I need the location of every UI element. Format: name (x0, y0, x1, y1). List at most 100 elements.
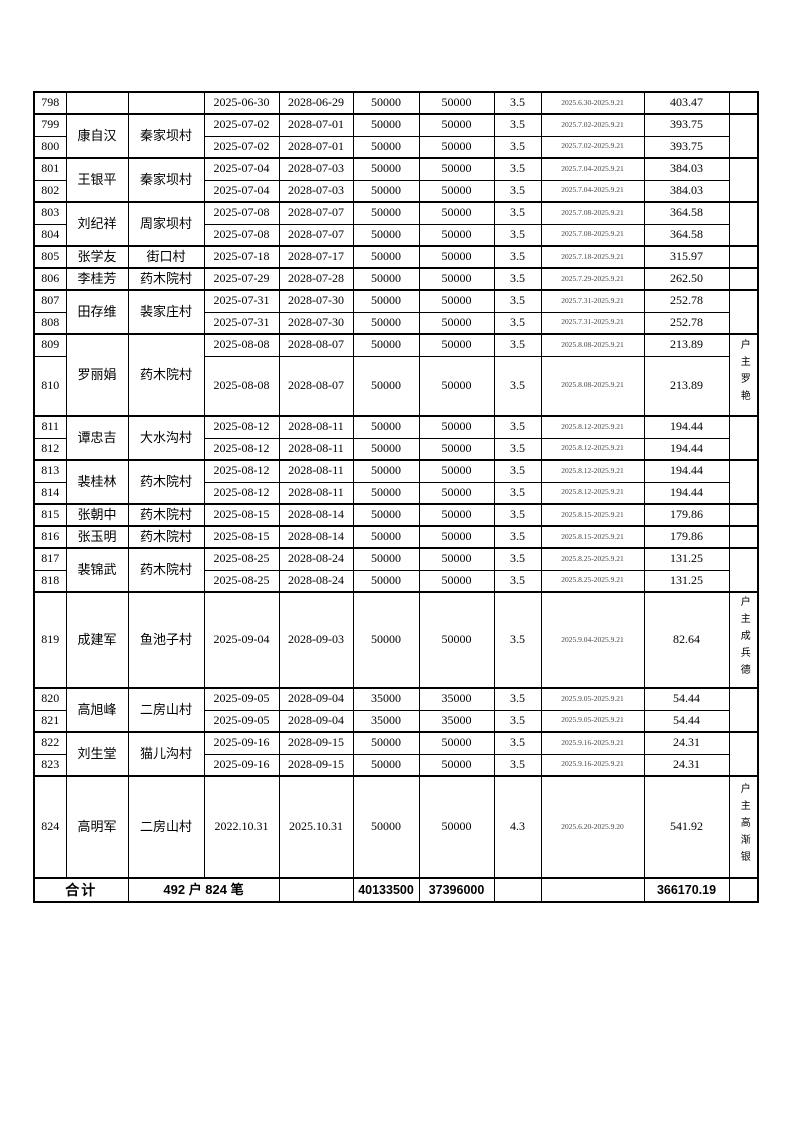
cell-interest-period: 2025.7.31-2025.9.21 (540, 311, 645, 335)
cell-note (728, 91, 759, 115)
cell-note (728, 415, 759, 461)
cell-row-number: 820 (33, 687, 67, 711)
cell-rate: 3.5 (493, 547, 542, 571)
cell-row-number: 811 (33, 415, 67, 439)
cell-end-date: 2028-07-17 (278, 245, 354, 269)
cell-rate: 3.5 (493, 415, 542, 439)
cell-rate: 3.5 (493, 709, 542, 733)
cell-village: 秦家坝村 (127, 157, 205, 203)
cell-interest-period: 2025.7.08-2025.9.21 (540, 223, 645, 247)
cell-start-date: 2025-08-08 (203, 355, 280, 417)
cell-row-number: 804 (33, 223, 67, 247)
cell-borrower-name: 裴锦武 (65, 547, 129, 593)
cell-interest-period: 2025.9.16-2025.9.21 (540, 731, 645, 755)
cell-balance: 50000 (418, 775, 495, 879)
cell-borrower-name: 刘纪祥 (65, 201, 129, 247)
total-empty-note (728, 877, 759, 903)
cell-row-number: 815 (33, 503, 67, 527)
cell-end-date: 2028-08-11 (278, 415, 354, 439)
cell-balance: 50000 (418, 459, 495, 483)
table-row: 814 2025-08-12 2028-08-11 50000 50000 3.5 2025… (33, 481, 758, 505)
table-row: 824 高明军 二房山村 2022.10.31 2025.10.31 50000 50000… (33, 775, 759, 879)
total-label: 合计 (33, 877, 129, 903)
cell-start-date: 2025-08-25 (203, 569, 280, 593)
cell-interest: 364.58 (643, 201, 730, 225)
cell-row-number: 801 (33, 157, 67, 181)
cell-village: 猫儿沟村 (127, 731, 205, 777)
cell-end-date: 2028-08-11 (278, 481, 354, 505)
cell-borrower-name: 刘生堂 (65, 731, 129, 777)
cell-rate: 3.5 (493, 481, 542, 505)
cell-interest: 194.44 (643, 415, 730, 439)
cell-interest: 262.50 (643, 267, 730, 291)
cell-row-number: 799 (33, 113, 67, 137)
cell-row-number: 817 (33, 547, 67, 571)
cell-start-date: 2025-07-31 (203, 311, 280, 335)
cell-balance: 50000 (418, 731, 495, 755)
cell-interest: 131.25 (643, 569, 730, 593)
cell-end-date: 2028-07-30 (278, 311, 354, 335)
cell-borrower-name (65, 91, 129, 115)
cell-start-date: 2025-06-30 (203, 91, 280, 115)
cell-borrower-name: 高旭峰 (65, 687, 129, 733)
table-row: 812 2025-08-12 2028-08-11 50000 50000 3.5 2025… (33, 437, 758, 461)
cell-interest-period: 2025.8.12-2025.9.21 (540, 415, 645, 439)
total-row: 合计 492 户 824 笔 40133500 37396000 366170.… (33, 877, 759, 903)
cell-village: 大水沟村 (127, 415, 205, 461)
cell-note (728, 201, 759, 247)
cell-interest-period: 2025.8.08-2025.9.21 (540, 333, 645, 357)
cell-interest-period: 2025.9.16-2025.9.21 (540, 753, 645, 777)
cell-row-number: 812 (33, 437, 67, 461)
cell-loan-amount: 50000 (352, 135, 420, 159)
cell-loan-amount: 50000 (352, 91, 420, 115)
table-row: 799 康自汉 秦家坝村 2025-07-02 2028-07-01 50000 50000… (33, 113, 759, 159)
cell-end-date: 2028-06-29 (278, 91, 354, 115)
cell-start-date: 2025-09-04 (203, 591, 280, 689)
cell-start-date: 2025-09-16 (203, 753, 280, 777)
cell-note (728, 289, 759, 335)
cell-borrower-name: 王银平 (65, 157, 129, 203)
cell-interest: 194.44 (643, 459, 730, 483)
cell-row-number: 821 (33, 709, 67, 733)
cell-balance: 35000 (418, 709, 495, 733)
cell-end-date: 2028-08-07 (278, 333, 354, 357)
cell-interest-period: 2025.6.20-2025.9.20 (540, 775, 645, 879)
cell-end-date: 2028-07-30 (278, 289, 354, 313)
cell-rate: 3.5 (493, 687, 542, 711)
cell-row-number: 808 (33, 311, 67, 335)
table-row: 820 高旭峰 二房山村 2025-09-05 2028-09-04 35000 35000… (33, 687, 759, 733)
cell-interest-period: 2025.8.12-2025.9.21 (540, 437, 645, 461)
total-count: 492 户 824 笔 (127, 877, 280, 903)
cell-row-number: 809 (33, 333, 67, 357)
table-row: 804 2025-07-08 2028-07-07 50000 50000 3.5 2025… (33, 223, 758, 247)
cell-balance: 50000 (418, 525, 495, 549)
cell-end-date: 2028-08-24 (278, 569, 354, 593)
cell-note (728, 267, 759, 291)
cell-village: 药木院村 (127, 333, 205, 417)
cell-interest: 403.47 (643, 91, 730, 115)
table-row: 821 2025-09-05 2028-09-04 35000 35000 3.5 2025… (33, 709, 758, 733)
cell-village: 药木院村 (127, 525, 205, 549)
cell-rate: 3.5 (493, 245, 542, 269)
cell-interest: 364.58 (643, 223, 730, 247)
cell-note (728, 687, 759, 733)
cell-end-date: 2028-07-03 (278, 157, 354, 181)
cell-interest-period: 2025.7.18-2025.9.21 (540, 245, 645, 269)
cell-village: 二房山村 (127, 687, 205, 733)
cell-interest: 213.89 (643, 333, 730, 357)
cell-balance: 50000 (418, 113, 495, 137)
cell-row-number: 813 (33, 459, 67, 483)
cell-note (728, 525, 759, 549)
vertical-note-text: 户主成兵德 (738, 595, 750, 681)
cell-interest: 54.44 (643, 709, 730, 733)
cell-balance: 50000 (418, 201, 495, 225)
cell-village: 二房山村 (127, 775, 205, 879)
cell-loan-amount: 50000 (352, 333, 420, 357)
cell-row-number: 822 (33, 731, 67, 755)
cell-start-date: 2025-08-15 (203, 525, 280, 549)
cell-interest: 541.92 (643, 775, 730, 879)
cell-row-number: 798 (33, 91, 67, 115)
table-row: 809 罗丽娟 药木院村 2025-08-08 2028-08-07 50000 50000… (33, 333, 759, 417)
cell-balance: 50000 (418, 355, 495, 417)
cell-start-date: 2025-08-25 (203, 547, 280, 571)
